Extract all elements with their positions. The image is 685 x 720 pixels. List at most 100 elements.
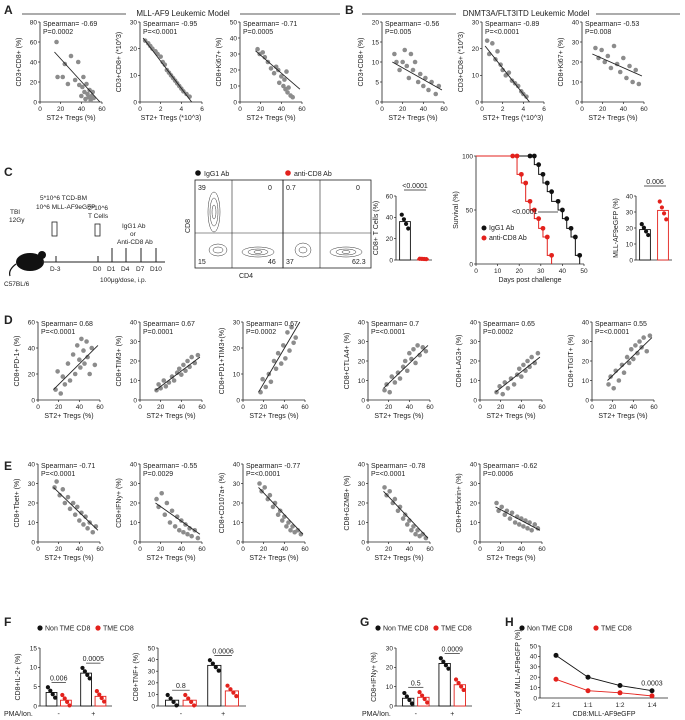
y-tick-label: 20	[372, 19, 380, 26]
x-tick-label: 40	[281, 546, 289, 553]
flow-contours	[207, 191, 363, 258]
y-tick-label: 10	[470, 378, 478, 385]
replicate-point	[183, 692, 188, 698]
x-tick-label: 0	[36, 546, 40, 553]
x-tick-label: 0	[590, 404, 594, 411]
y-tick-label: 0	[629, 257, 633, 264]
panel-letter-e: E	[4, 459, 12, 473]
y-tick-label: 30	[28, 481, 36, 488]
y-tick-label: 40	[28, 345, 36, 352]
y-tick-label: 0	[473, 539, 477, 546]
y-tick-label: 30	[233, 319, 241, 326]
y-axis-label: CD8+ T Cells (%)	[373, 201, 380, 255]
y-tick-label: 30	[130, 481, 138, 488]
data-point	[72, 77, 78, 83]
data-point	[85, 526, 90, 531]
data-point	[293, 335, 299, 340]
replicate-point	[456, 680, 461, 686]
y-tick-label: 0	[575, 99, 579, 106]
y-tick-label: 30	[130, 339, 138, 346]
bar	[45, 692, 58, 707]
x-axis-label: ST2+ Tregs (%)	[598, 413, 647, 420]
y-tick-label: 40	[386, 215, 394, 222]
scatter-d3: 0 20 40 60 0 10 20 30 ST2+ Tregs (%) CD8+PD1+TIM3…	[219, 319, 309, 420]
y-tick-label: 0	[469, 261, 473, 268]
data-point	[413, 531, 418, 537]
y-tick-label: 0	[133, 99, 137, 106]
data-point	[496, 508, 501, 514]
replicate-point	[225, 683, 230, 688]
data-point	[602, 59, 608, 65]
data-point	[525, 358, 530, 364]
y-tick-label: 20	[230, 67, 238, 74]
x-tick-label: 40	[420, 106, 428, 113]
data-point	[282, 77, 287, 82]
data-point	[490, 41, 495, 46]
y-tick-label: 40	[30, 59, 38, 66]
replicate-point	[459, 684, 464, 689]
data-point	[185, 358, 190, 364]
data-point	[268, 66, 274, 71]
x-tick-label: 40	[518, 546, 526, 553]
x-axis-label: ST2+ Tregs (%)	[374, 413, 423, 420]
y-tick-label: 40	[530, 654, 538, 661]
x-tick-label: 20	[157, 404, 165, 411]
data-point	[410, 67, 416, 73]
y-tick-label: 10	[582, 378, 590, 385]
x-axis-label: ST2+ Tregs (%)	[146, 555, 195, 562]
replicate-point	[48, 688, 53, 693]
y-tick-label: 30	[472, 19, 480, 26]
data-point	[621, 370, 627, 376]
data-point	[62, 382, 68, 387]
data-point	[179, 372, 184, 377]
regression-line	[258, 321, 301, 393]
replicate-point	[94, 689, 99, 694]
x-tick-label: 40	[281, 404, 289, 411]
data-point	[267, 492, 273, 498]
data-point	[521, 362, 526, 368]
y-axis-label: CD8+PD1+TIM3+(%)	[219, 328, 226, 395]
lysis-point	[617, 683, 623, 689]
legend-label: Non TME CD8	[45, 626, 90, 633]
bar	[207, 664, 222, 707]
p-value: P=<0.0001	[371, 471, 405, 478]
title-bg-a	[126, 6, 240, 18]
x-axis-label: ST2+ Tregs (%)	[44, 413, 93, 420]
x-tick-label: 0	[380, 106, 384, 113]
flow-q-lr: 62.3	[352, 259, 366, 266]
survival-point	[531, 153, 537, 159]
y-tick-label: 10	[28, 520, 36, 527]
data-point	[52, 485, 57, 490]
data-point	[58, 391, 64, 396]
y-tick-label: 0	[389, 703, 393, 710]
data-point	[87, 371, 92, 377]
regression-line	[255, 50, 301, 90]
y-axis-label: CD8+Perforin+ (%)	[456, 473, 463, 533]
survival-point	[540, 171, 546, 177]
y-tick-label: 50	[530, 643, 538, 650]
data-point	[284, 524, 289, 529]
replicate-point	[174, 703, 179, 708]
y-tick-label: 30	[233, 481, 241, 488]
x-tick-label: 20	[609, 404, 617, 411]
data-point	[84, 339, 89, 344]
sig-p: 0.5	[411, 680, 421, 687]
y-tick-label: 10	[148, 692, 156, 699]
replicate-point	[65, 699, 70, 705]
regression-line	[392, 61, 443, 91]
data-point	[161, 378, 167, 383]
y-tick-label: 40	[130, 319, 138, 326]
y-tick-label: 20	[130, 500, 138, 507]
y-tick-label: 30	[626, 209, 634, 216]
p-value: P=<0.0001	[41, 471, 75, 478]
data-point	[636, 81, 642, 87]
legend-dot-anti	[285, 170, 291, 176]
flow-q-lr: 46	[268, 259, 276, 266]
x-tick-label: 0	[366, 404, 370, 411]
spearman-rho: Spearman= -0.56	[385, 21, 439, 28]
spearman-rho: Spearman= -0.77	[246, 463, 300, 470]
sig-p: 0.8	[176, 683, 186, 690]
x-tick-label: 20	[260, 546, 268, 553]
y-tick-label: 0	[151, 703, 155, 710]
data-point	[628, 347, 634, 352]
